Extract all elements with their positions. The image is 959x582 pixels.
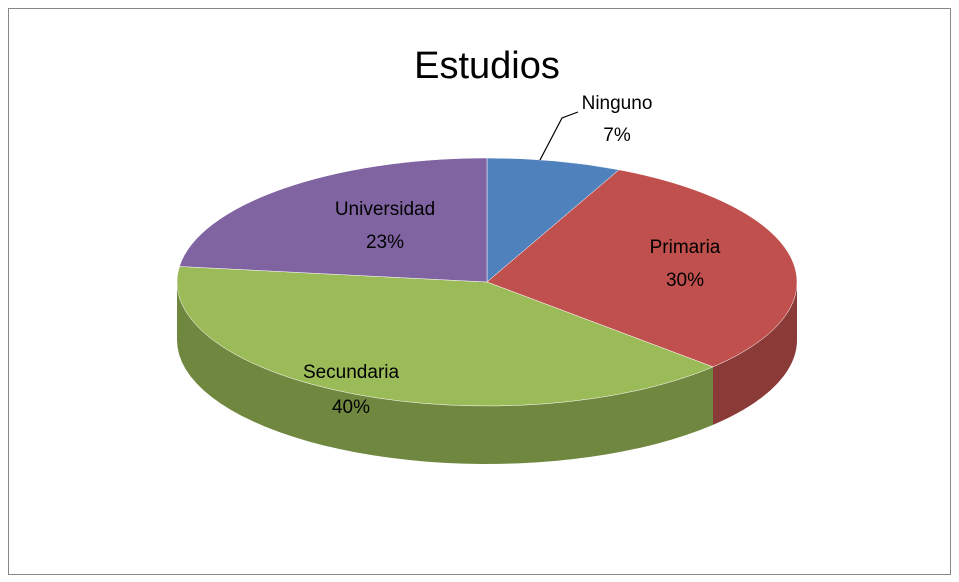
- slice-value-label: 30%: [666, 270, 704, 291]
- pie-slice: [176, 266, 714, 407]
- pie-slice: [179, 157, 488, 283]
- slice-label: Ninguno: [582, 93, 653, 114]
- leader-line: [539, 111, 579, 161]
- pie-slice: [486, 169, 798, 368]
- pie-side: [712, 282, 797, 425]
- slice-label: Primaria: [650, 237, 721, 258]
- pie-side: [177, 282, 713, 464]
- slice-label: Secundaria: [303, 362, 400, 383]
- pie-slice: [486, 157, 620, 283]
- slice-value-label: 40%: [332, 397, 370, 418]
- slice-value-label: 7%: [603, 125, 631, 146]
- slice-label: Universidad: [335, 199, 435, 220]
- slice-value-label: 23%: [366, 232, 404, 253]
- chart-title: Estudios: [414, 45, 560, 87]
